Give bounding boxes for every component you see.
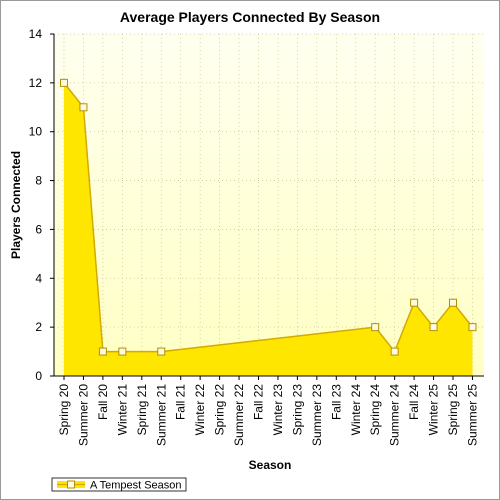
x-tick-label: Spring 23 (290, 384, 304, 436)
x-tick-label: Winter 21 (115, 384, 129, 436)
data-point (371, 323, 380, 332)
area-series (60, 78, 477, 376)
x-tick-label: Winter 25 (427, 384, 441, 436)
data-point (429, 323, 438, 332)
data-point (449, 298, 457, 307)
y-tick-label: 4 (35, 271, 42, 285)
y-tick-label: 12 (29, 76, 43, 90)
x-tick-label: Summer 25 (465, 384, 479, 446)
data-point (60, 78, 68, 87)
y-tick-label: 0 (35, 369, 42, 383)
y-tick-label: 2 (35, 320, 42, 334)
x-tick-label: Winter 24 (349, 384, 363, 436)
y-axis-label: Players Connected (9, 151, 23, 259)
x-tick-label: Fall 22 (252, 384, 266, 420)
legend-marker (67, 480, 75, 489)
y-axis-ticks: 0 2 4 6 8 10 12 14 (29, 27, 54, 383)
legend-box (51, 477, 187, 492)
x-tick-label: Spring 24 (368, 384, 382, 436)
x-tick-label: Summer 24 (388, 384, 402, 446)
x-tick-label: Winter 22 (193, 384, 207, 436)
x-tick-label: Fall 21 (174, 384, 188, 420)
legend: A Tempest Season (51, 477, 187, 492)
legend-label: A Tempest Season (90, 480, 182, 492)
x-tick-label: Fall 23 (329, 384, 343, 420)
x-axis-ticks: Spring 20 Summer 20 Fall 20 Winter 21 Spring… (57, 376, 479, 446)
y-tick-label: 14 (29, 27, 43, 41)
x-tick-label: Summer 23 (310, 384, 324, 446)
data-point (157, 347, 166, 356)
x-tick-label: Spring 21 (135, 384, 149, 436)
data-point (79, 103, 88, 112)
x-tick-label: Spring 20 (57, 384, 71, 436)
grid (54, 33, 484, 376)
area-fill (64, 82, 473, 376)
data-point (468, 323, 477, 332)
x-tick-label: Winter 23 (271, 384, 285, 436)
x-tick-label: Summer 22 (232, 384, 246, 446)
x-tick-label: Fall 24 (407, 384, 421, 420)
x-tick-label: Summer 20 (76, 384, 90, 446)
data-point (390, 347, 399, 356)
x-tick-label: Summer 21 (154, 384, 168, 446)
data-point (410, 298, 419, 307)
data-point (118, 347, 127, 356)
data-point (98, 347, 107, 356)
y-tick-label: 8 (35, 174, 42, 188)
x-axis-label: Season (249, 458, 292, 472)
y-tick-label: 10 (29, 125, 43, 139)
x-tick-label: Fall 20 (96, 384, 110, 420)
x-tick-label: Spring 25 (446, 384, 460, 436)
y-tick-label: 6 (35, 222, 42, 236)
chart-title: Average Players Connected By Season (120, 9, 380, 25)
x-tick-label: Spring 22 (213, 384, 227, 436)
